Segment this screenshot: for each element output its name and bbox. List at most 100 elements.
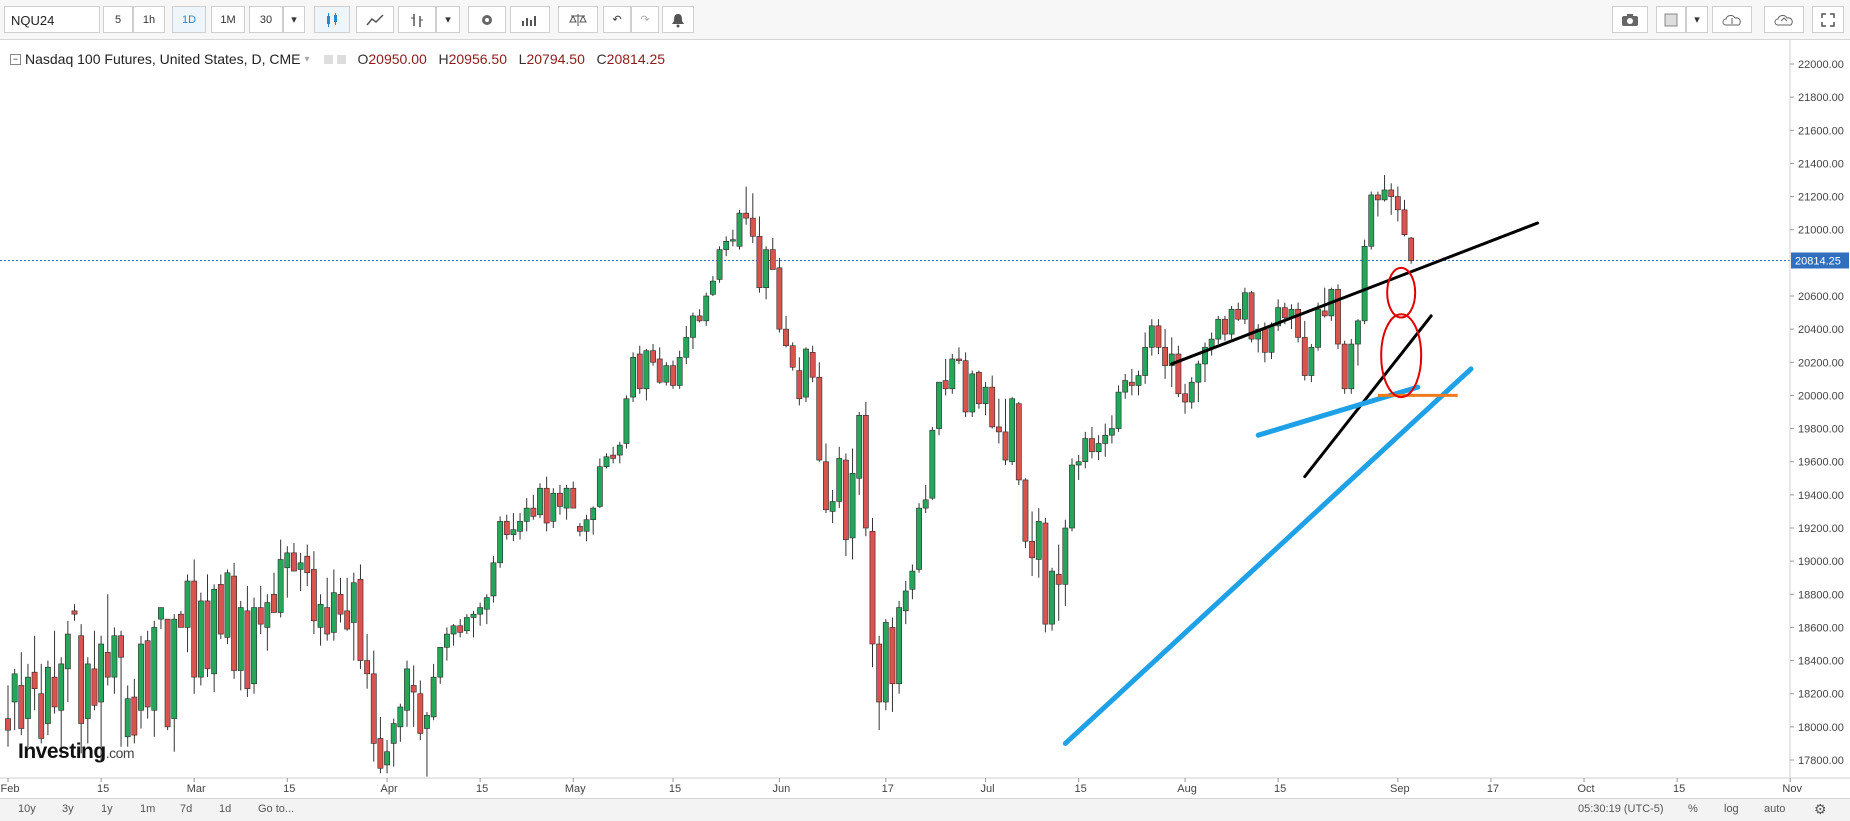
line-chart-icon[interactable]: [356, 6, 394, 33]
fullscreen-icon[interactable]: [1812, 6, 1844, 33]
candle-body: [909, 570, 916, 590]
candle: [849, 448, 856, 560]
title-dropdown-icon[interactable]: ▾: [304, 53, 310, 65]
cloud-upload-icon[interactable]: [1764, 6, 1804, 33]
range-7d-button[interactable]: 7d: [180, 803, 193, 815]
candle: [929, 426, 936, 500]
candle: [1042, 518, 1049, 633]
camera-icon[interactable]: [1612, 6, 1648, 33]
candle-body: [630, 357, 636, 398]
candle: [916, 503, 922, 573]
legend-settings-icon[interactable]: [323, 54, 333, 64]
candle: [590, 506, 597, 535]
candle-body: [1168, 353, 1175, 366]
range-1y-button[interactable]: 1y: [101, 803, 113, 815]
candle: [1055, 544, 1062, 621]
candle-body: [942, 380, 949, 390]
chart-type-dropdown-icon[interactable]: ▾: [436, 6, 460, 33]
alert-bell-icon[interactable]: [662, 6, 694, 33]
legend-close-icon[interactable]: [336, 54, 346, 64]
price-tick-label: 18000.00: [1798, 722, 1844, 734]
candle: [1075, 455, 1082, 480]
candle-body: [277, 559, 284, 613]
candle-body: [709, 280, 716, 295]
candle-body: [324, 607, 331, 635]
candle: [763, 246, 769, 300]
candle-body: [264, 602, 271, 628]
time-tick-label: Jun: [773, 783, 791, 795]
interval-1m-button[interactable]: 1M: [211, 6, 245, 33]
interval-dropdown-icon[interactable]: ▾: [283, 6, 305, 33]
price-tick-label: 18400.00: [1798, 656, 1844, 668]
candle-body: [138, 643, 144, 711]
interval-30-button[interactable]: 30: [249, 6, 283, 33]
settings-gear-icon[interactable]: ⚙: [1814, 801, 1827, 817]
layout-dropdown-icon[interactable]: ▾: [1686, 6, 1708, 33]
range-1m-button[interactable]: 1m: [140, 803, 156, 815]
candle: [690, 312, 696, 350]
interval-1h-button[interactable]: 1h: [133, 6, 165, 33]
symbol-input[interactable]: NQU24: [4, 6, 100, 33]
auto-toggle[interactable]: auto: [1764, 803, 1786, 815]
candle-body: [550, 492, 557, 522]
price-chart[interactable]: 22000.00 21800.00 21600.00 21400.00 21200.00…: [0, 40, 1850, 798]
interval-5-button[interactable]: 5: [103, 6, 133, 33]
compare-scale-icon[interactable]: [558, 6, 598, 33]
log-toggle[interactable]: log: [1724, 803, 1739, 815]
cloud-download-icon[interactable]: [1712, 6, 1752, 33]
range-1d-button[interactable]: 1d: [219, 803, 232, 815]
top-toolbar: NQU24 5 1h 1D 1M 30 ▾ ▾ ↶ ↷ ▾: [0, 0, 1850, 40]
candle: [736, 209, 743, 250]
candle-body: [656, 358, 663, 383]
candle-body: [344, 610, 351, 630]
logo-suffix: .com: [105, 745, 135, 761]
legend-collapse-icon[interactable]: −: [10, 53, 21, 65]
candle: [1029, 511, 1035, 577]
percent-toggle[interactable]: %: [1688, 803, 1698, 815]
candle-body: [384, 751, 390, 766]
candle-body: [1035, 521, 1042, 560]
candle-body: [304, 555, 311, 574]
candle: [1235, 302, 1242, 321]
candle: [477, 602, 484, 626]
candle: [350, 572, 357, 661]
bottom-bar: 10y 3y 1y 1m 7d 1d Go to... 05:30:19 (UT…: [0, 798, 1850, 821]
time-tick-label: 15: [1075, 783, 1087, 795]
candle-body: [483, 597, 490, 610]
range-10y-button[interactable]: 10y: [18, 803, 36, 815]
time-tick-label: 15: [1673, 783, 1685, 795]
candle-body: [756, 236, 763, 289]
bar-style-icon[interactable]: [398, 6, 436, 33]
range-3y-button[interactable]: 3y: [62, 803, 74, 815]
time-tick-label: Sep: [1390, 783, 1410, 795]
gear-icon[interactable]: [468, 6, 506, 33]
candle-body: [729, 239, 736, 242]
candle-body: [58, 663, 65, 711]
candle: [357, 564, 364, 669]
candle: [650, 344, 656, 366]
candle-body: [1268, 325, 1275, 353]
goto-date-button[interactable]: Go to...: [258, 803, 295, 815]
candle-body: [330, 592, 337, 633]
candle: [616, 441, 623, 464]
candle-body: [337, 593, 344, 615]
candle-body: [1089, 438, 1095, 453]
indicators-icon[interactable]: [510, 6, 550, 33]
candle: [158, 607, 164, 630]
candle: [563, 484, 570, 520]
close-value: 20814.25: [606, 51, 666, 67]
candles-icon[interactable]: [314, 6, 350, 33]
highlight-circle: [1386, 266, 1417, 319]
layout-square-icon[interactable]: [1656, 6, 1686, 33]
redo-icon[interactable]: ↷: [631, 6, 659, 33]
candle-body: [410, 685, 417, 693]
candle: [25, 663, 31, 747]
candle-body: [1182, 393, 1188, 403]
candle-body: [131, 696, 138, 736]
candle-body: [291, 552, 297, 572]
logo-brand: Investing: [18, 740, 106, 763]
candle-body: [1281, 307, 1288, 318]
interval-1d-button[interactable]: 1D: [172, 6, 206, 33]
undo-icon[interactable]: ↶: [603, 6, 631, 33]
candle: [510, 513, 517, 542]
